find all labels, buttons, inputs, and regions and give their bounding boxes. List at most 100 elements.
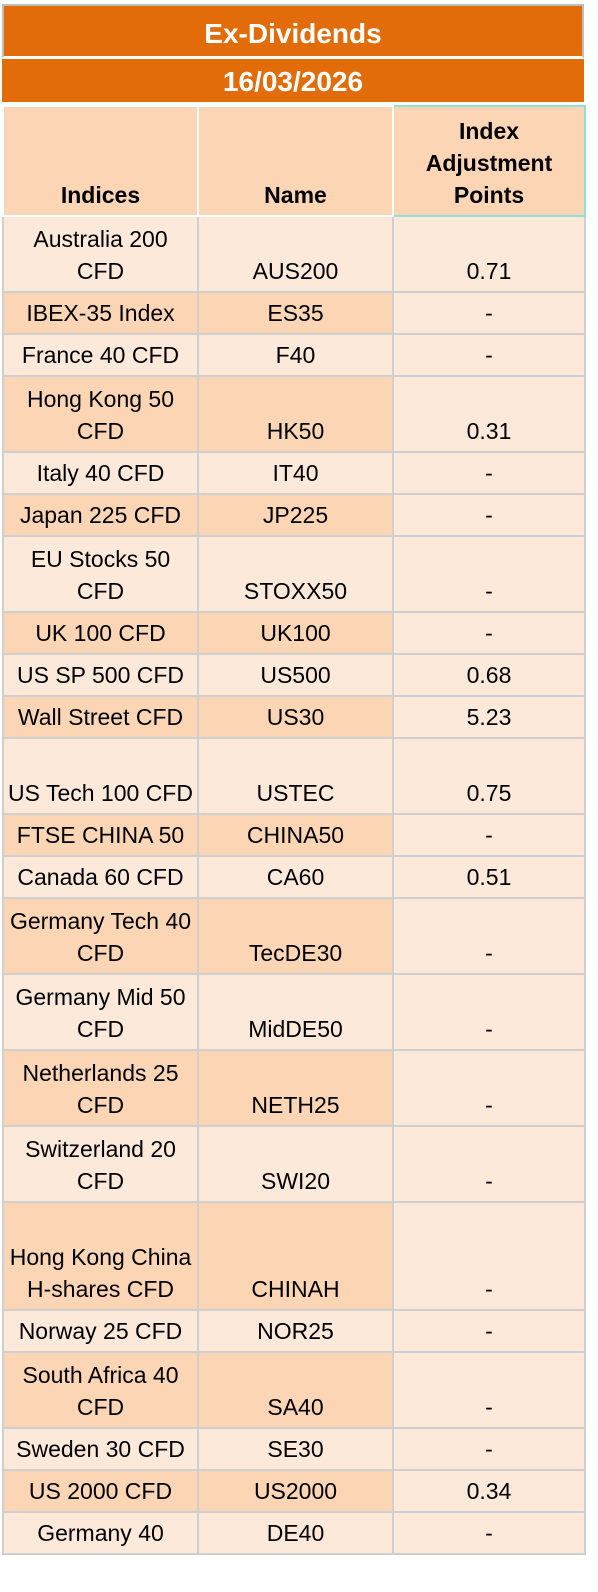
header-indices: Indices: [2, 105, 199, 217]
cell-adjustment-points: 0.31: [392, 375, 586, 453]
table-header-row: Indices Name Index Adjustment Points: [2, 105, 586, 217]
table-row: Hong Kong 50 CFD HK50 0.31: [2, 375, 586, 453]
table-row: EU Stocks 50 CFD STOXX50-: [2, 535, 586, 613]
cell-index: Netherlands 25 CFD: [2, 1049, 199, 1127]
cell-adjustment-points: -: [392, 1201, 586, 1311]
cell-index: Germany 40: [2, 1511, 199, 1555]
table-row: Wall Street CFD US30 5.23: [2, 695, 586, 739]
cell-index: Hong Kong 50 CFD: [2, 375, 199, 453]
cell-name: F40: [197, 333, 394, 377]
header-adjustment-points: Index Adjustment Points: [392, 105, 586, 217]
cell-adjustment-points: -: [392, 333, 586, 377]
cell-index: FTSE CHINA 50: [2, 813, 199, 857]
sheet-title: Ex-Dividends: [2, 4, 584, 59]
header-name: Name: [197, 105, 394, 217]
cell-index: Japan 225 CFD: [2, 493, 199, 537]
cell-name: IT40: [197, 451, 394, 495]
cell-adjustment-points: -: [392, 611, 586, 655]
table-row: US 2000 CFD US2000 0.34: [2, 1469, 586, 1513]
table-row: UK 100 CFD UK100-: [2, 611, 586, 655]
cell-adjustment-points: -: [392, 897, 586, 975]
cell-name: CHINAH: [197, 1201, 394, 1311]
table-row: Germany Mid 50 CFD MidDE50-: [2, 973, 586, 1051]
cell-name: AUS200: [197, 215, 394, 293]
table-row: Switzerland 20 CFD SWI20-: [2, 1125, 586, 1203]
cell-index: US 2000 CFD: [2, 1469, 199, 1513]
cell-adjustment-points: 0.51: [392, 855, 586, 899]
table-row: Norway 25 CFD NOR25-: [2, 1309, 586, 1353]
table-row: Japan 225 CFD JP225-: [2, 493, 586, 537]
cell-index: Switzerland 20 CFD: [2, 1125, 199, 1203]
table-row: France 40 CFD F40-: [2, 333, 586, 377]
cell-adjustment-points: -: [392, 1427, 586, 1471]
cell-index: Sweden 30 CFD: [2, 1427, 199, 1471]
ex-dividends-table: Indices Name Index Adjustment Points Aus…: [2, 105, 586, 1555]
cell-name: STOXX50: [197, 535, 394, 613]
table-body: Australia 200 CFD AUS200 0.71 IBEX-35 Index…: [2, 215, 586, 1555]
table-row: US Tech 100 CFD USTEC 0.75: [2, 737, 586, 815]
cell-adjustment-points: 0.68: [392, 653, 586, 697]
cell-adjustment-points: 0.71: [392, 215, 586, 293]
cell-name: TecDE30: [197, 897, 394, 975]
cell-index: Italy 40 CFD: [2, 451, 199, 495]
table-row: Germany 40 DE40-: [2, 1511, 586, 1555]
cell-index: Australia 200 CFD: [2, 215, 199, 293]
cell-name: US500: [197, 653, 394, 697]
cell-index: France 40 CFD: [2, 333, 199, 377]
cell-name: MidDE50: [197, 973, 394, 1051]
cell-index: UK 100 CFD: [2, 611, 199, 655]
cell-index: Norway 25 CFD: [2, 1309, 199, 1353]
cell-name: HK50: [197, 375, 394, 453]
cell-adjustment-points: -: [392, 1351, 586, 1429]
cell-adjustment-points: -: [392, 1049, 586, 1127]
cell-name: NETH25: [197, 1049, 394, 1127]
table-row: Netherlands 25 CFD NETH25-: [2, 1049, 586, 1127]
cell-index: South Africa 40 CFD: [2, 1351, 199, 1429]
table-row: Germany Tech 40 CFD TecDE30-: [2, 897, 586, 975]
cell-adjustment-points: 5.23: [392, 695, 586, 739]
table-row: Italy 40 CFD IT40-: [2, 451, 586, 495]
cell-adjustment-points: -: [392, 1511, 586, 1555]
cell-adjustment-points: -: [392, 1125, 586, 1203]
cell-name: JP225: [197, 493, 394, 537]
cell-adjustment-points: -: [392, 493, 586, 537]
cell-name: CA60: [197, 855, 394, 899]
cell-name: SWI20: [197, 1125, 394, 1203]
cell-index: Wall Street CFD: [2, 695, 199, 739]
cell-adjustment-points: -: [392, 813, 586, 857]
cell-adjustment-points: 0.34: [392, 1469, 586, 1513]
cell-name: SE30: [197, 1427, 394, 1471]
table-row: Canada 60 CFD CA60 0.51: [2, 855, 586, 899]
cell-index: IBEX-35 Index: [2, 291, 199, 335]
cell-index: Germany Tech 40 CFD: [2, 897, 199, 975]
cell-adjustment-points: -: [392, 973, 586, 1051]
cell-index: Canada 60 CFD: [2, 855, 199, 899]
cell-adjustment-points: -: [392, 1309, 586, 1353]
cell-name: SA40: [197, 1351, 394, 1429]
cell-name: NOR25: [197, 1309, 394, 1353]
cell-adjustment-points: -: [392, 451, 586, 495]
cell-index: US Tech 100 CFD: [2, 737, 199, 815]
cell-adjustment-points: -: [392, 535, 586, 613]
cell-name: DE40: [197, 1511, 394, 1555]
cell-adjustment-points: 0.75: [392, 737, 586, 815]
cell-name: USTEC: [197, 737, 394, 815]
table-row: IBEX-35 Index ES35-: [2, 291, 586, 335]
cell-name: UK100: [197, 611, 394, 655]
cell-name: CHINA50: [197, 813, 394, 857]
sheet-date: 16/03/2026: [2, 59, 584, 105]
table-row: Sweden 30 CFD SE30-: [2, 1427, 586, 1471]
table-row: Australia 200 CFD AUS200 0.71: [2, 215, 586, 293]
cell-name: ES35: [197, 291, 394, 335]
cell-name: US2000: [197, 1469, 394, 1513]
table-row: South Africa 40 CFD SA40-: [2, 1351, 586, 1429]
cell-index: EU Stocks 50 CFD: [2, 535, 199, 613]
table-row: US SP 500 CFD US500 0.68: [2, 653, 586, 697]
cell-index: US SP 500 CFD: [2, 653, 199, 697]
table-row: Hong Kong China H-shares CFD CHINAH -: [2, 1201, 586, 1311]
cell-index: Germany Mid 50 CFD: [2, 973, 199, 1051]
table-row: FTSE CHINA 50 CHINA50-: [2, 813, 586, 857]
cell-adjustment-points: -: [392, 291, 586, 335]
cell-name: US30: [197, 695, 394, 739]
cell-index: Hong Kong China H-shares CFD: [2, 1201, 199, 1311]
